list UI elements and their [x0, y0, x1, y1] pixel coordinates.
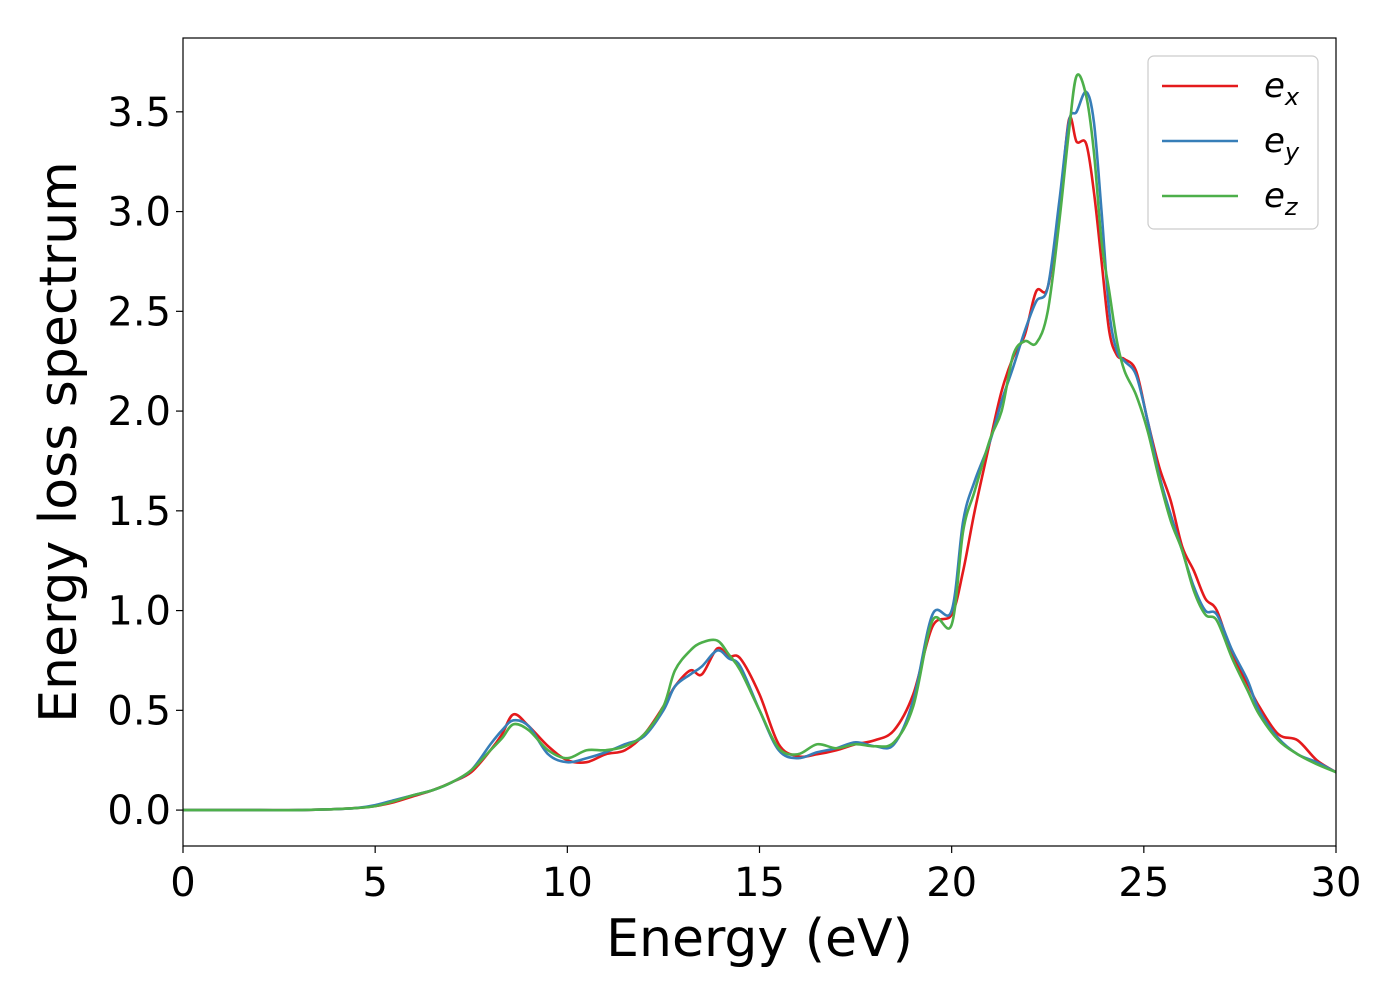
y-tick-label: 1.0: [107, 589, 171, 635]
x-tick-label: 25: [1118, 860, 1169, 906]
y-tick-label: 0.0: [107, 788, 171, 834]
x-axis: 0 5 10 15 20 25 30: [170, 846, 1361, 906]
legend-label-x: ex: [1264, 66, 1300, 111]
legend-label-subscript: x: [1284, 83, 1300, 111]
x-tick-label: 15: [734, 860, 785, 906]
legend-label-y: ey: [1264, 121, 1300, 166]
x-tick-label: 20: [926, 860, 977, 906]
y-tick-label: 3.0: [107, 190, 171, 236]
legend-label-base: e: [1264, 121, 1285, 161]
x-tick-label: 0: [170, 860, 195, 906]
legend-label-z: ez: [1264, 176, 1299, 221]
series-layer: [183, 73, 1336, 812]
legend-box: [1147, 55, 1319, 230]
legend-label-base: e: [1264, 176, 1285, 216]
x-tick-label: 10: [542, 860, 593, 906]
y-tick-label: 1.5: [107, 489, 171, 535]
y-axis: 0.0 0.5 1.0 1.5 2.0 2.5 3.0 3.5: [107, 90, 183, 834]
x-axis-title: Energy (eV): [606, 909, 913, 969]
x-tick-label: 30: [1311, 860, 1362, 906]
y-tick-label: 0.5: [107, 688, 171, 734]
y-axis-title: Energy loss spectrum: [29, 161, 89, 723]
y-tick-label: 2.0: [107, 389, 171, 435]
x-tick-label: 5: [362, 860, 387, 906]
legend-label-subscript: z: [1284, 193, 1299, 221]
legend-label-subscript: y: [1284, 138, 1300, 166]
legend-label-base: e: [1264, 66, 1285, 106]
y-tick-label: 2.5: [107, 289, 171, 335]
series-line-z: [183, 73, 1336, 812]
y-tick-label: 3.5: [107, 90, 171, 136]
